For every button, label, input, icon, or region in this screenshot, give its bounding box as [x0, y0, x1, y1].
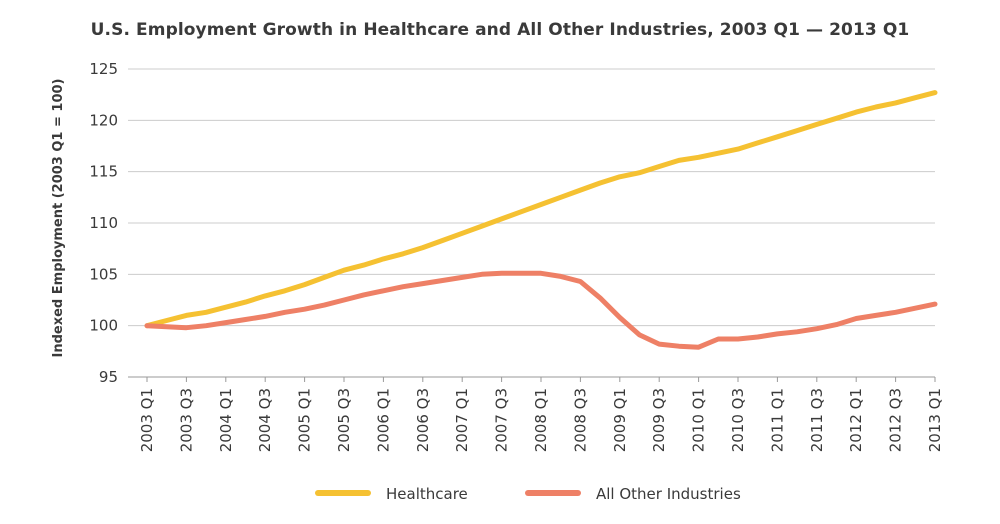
- x-tick-label: 2007 Q1: [453, 388, 471, 452]
- x-tick-label: 2013 Q1: [926, 388, 944, 452]
- y-tick-label: 125: [89, 60, 118, 78]
- x-tick-label: 2008 Q1: [532, 388, 550, 452]
- series-lines: [144, 90, 938, 350]
- y-tick-label: 95: [99, 368, 118, 386]
- y-tick-label: 115: [89, 163, 118, 181]
- x-tick-label: 2008 Q3: [571, 388, 589, 452]
- x-tick-label: 2004 Q1: [217, 388, 235, 452]
- chart-title: U.S. Employment Growth in Healthcare and…: [90, 20, 910, 40]
- x-tick-label: 2012 Q1: [847, 388, 865, 452]
- x-tick-label: 2012 Q3: [887, 388, 905, 452]
- x-tick-label: 2003 Q1: [138, 388, 156, 452]
- y-axis-ticks: 95 100 105 110 115 120 125: [89, 60, 118, 386]
- legend: Healthcare All Other Industries: [315, 485, 741, 503]
- x-tick-label: 2010 Q3: [729, 388, 747, 452]
- x-tick-label: 2006 Q1: [374, 388, 392, 452]
- x-tick-label: 2010 Q1: [690, 388, 708, 452]
- legend-label-healthcare: Healthcare: [386, 485, 468, 503]
- y-axis-label: Indexed Employment (2003 Q1 = 100): [51, 79, 66, 358]
- legend-label-all-other-industries: All Other Industries: [596, 485, 741, 503]
- series-line-healthcare: [144, 90, 938, 329]
- x-tick-label: 2009 Q1: [611, 388, 629, 452]
- x-axis-ticks: 2003 Q1 2003 Q3 2004 Q1 2004 Q3 2005 Q1 2005 …: [138, 377, 944, 452]
- y-tick-label: 100: [89, 317, 118, 335]
- y-tick-label: 105: [89, 265, 118, 283]
- x-tick-label: 2007 Q3: [493, 388, 511, 452]
- x-tick-label: 2009 Q3: [650, 388, 668, 452]
- y-tick-label: 120: [89, 111, 118, 129]
- x-tick-label: 2004 Q3: [256, 388, 274, 452]
- x-tick-label: 2011 Q3: [808, 388, 826, 452]
- series-line-all-other-industries: [144, 270, 938, 350]
- x-tick-label: 2005 Q3: [335, 388, 353, 452]
- x-tick-label: 2005 Q1: [296, 388, 314, 452]
- x-tick-label: 2011 Q1: [768, 388, 786, 452]
- x-tick-label: 2003 Q3: [177, 388, 195, 452]
- y-tick-label: 110: [89, 214, 118, 232]
- x-tick-label: 2006 Q3: [414, 388, 432, 452]
